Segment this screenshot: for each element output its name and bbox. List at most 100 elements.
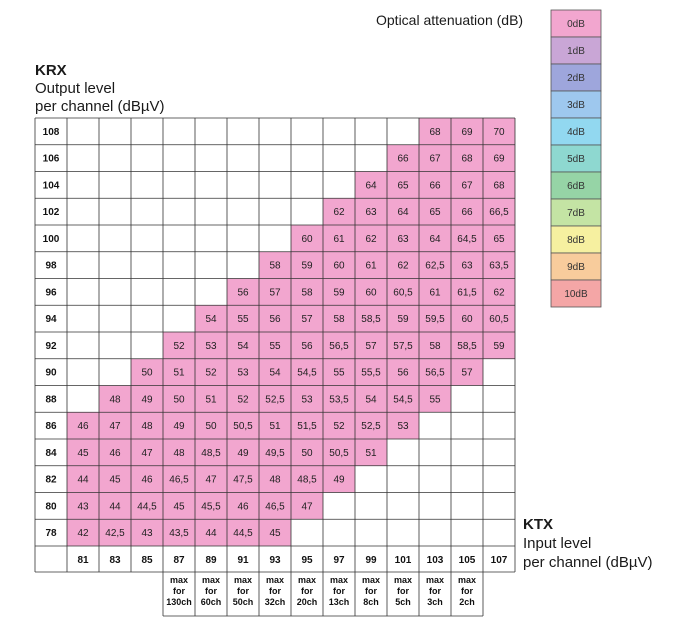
cell-value: 60 [365,287,377,298]
cell-value: 47 [109,421,121,432]
cell-value: 54 [237,341,249,352]
table-cell [227,439,259,466]
table-cell [419,332,451,359]
cell-value: 52 [205,368,217,379]
table-cell [387,278,419,306]
cell-value: 56 [397,368,409,379]
table-cell [387,305,419,332]
table-cell [163,519,195,546]
legend-swatch [550,198,602,227]
table-cell [355,171,387,199]
column-note: for [237,586,249,596]
cell-value: 55 [269,341,281,352]
cell-value: 55 [333,368,345,379]
table-cell [291,465,323,493]
table-cell [291,251,323,279]
table-cell [387,251,419,279]
cell-value: 57 [365,341,377,352]
cell-value: 44 [205,528,217,539]
table-cell [483,171,515,199]
cell-value: 67 [429,154,441,165]
table-cell [291,332,323,359]
y-tick-label: 94 [45,314,57,325]
table-cell [195,385,227,413]
cell-value: 46,5 [265,501,285,512]
legend-label: 8dB [567,235,585,246]
column-note: 50ch [233,597,254,607]
legend-label: 7dB [567,208,585,219]
table-cell [227,492,259,520]
cell-value: 56 [237,287,249,298]
cell-value: 53 [397,421,409,432]
y-tick-label: 104 [43,180,60,191]
table-cell [195,492,227,520]
cell-value: 66 [429,180,441,191]
y-axis-subtitle-line1: Output level [35,80,116,97]
cell-value: 43 [141,528,153,539]
table-cell [323,358,355,386]
table-cell [323,332,355,359]
cell-value: 45,5 [201,501,221,512]
table-cell [355,358,387,386]
table-cell [387,225,419,252]
table-cell [355,278,387,306]
x-tick-label: 89 [205,555,217,566]
cell-value: 43,5 [169,528,189,539]
table-cell [227,278,259,306]
table-cell [131,519,163,546]
table-cell [259,251,291,279]
column-note: max [394,575,412,585]
table-cell [131,358,163,386]
x-tick-label: 101 [395,555,412,566]
grid-lines [34,117,516,617]
table-cell [355,251,387,279]
table-cell [451,278,483,306]
column-note: for [365,586,377,596]
cell-value: 63,5 [489,261,509,272]
cell-value: 58,5 [361,314,381,325]
cell-value: 49 [141,394,153,405]
table-cell [131,412,163,439]
x-axis-title: KTX [523,516,553,533]
cell-value: 56,5 [425,368,445,379]
column-note: max [202,575,220,585]
y-tick-label: 92 [45,341,57,352]
y-axis-subtitle-line2: per channel (dBµV) [35,98,165,115]
cell-value: 64 [397,207,409,218]
cell-value: 65 [429,207,441,218]
cell-value: 46 [109,448,121,459]
cell-value: 56 [301,341,313,352]
cell-value: 66,5 [489,207,509,218]
x-tick-label: 85 [141,555,153,566]
y-tick-label: 80 [45,501,57,512]
cell-value: 57,5 [393,341,413,352]
x-tick-label: 99 [365,555,377,566]
legend-label: 0dB [567,19,585,30]
table-cell [355,439,387,466]
cell-value: 42 [77,528,89,539]
cell-value: 63 [461,261,473,272]
table-cell [195,465,227,493]
column-note: 32ch [265,597,286,607]
cell-value: 48 [141,421,153,432]
table-cell [323,465,355,493]
table-cell [291,225,323,252]
cell-value: 68 [493,180,505,191]
legend-swatch [550,117,602,146]
table-cell [451,358,483,386]
table-cell [291,278,323,306]
table-cell [387,171,419,199]
table-cell [163,385,195,413]
cell-value: 47 [141,448,153,459]
cell-value: 50 [301,448,313,459]
cell-value: 52 [237,394,249,405]
legend-swatch [550,279,602,308]
x-tick-label: 95 [301,555,313,566]
y-tick-label: 82 [45,475,57,486]
table-cell [99,492,131,520]
table-cell [355,332,387,359]
table-cell [323,225,355,252]
cell-value: 62 [365,234,377,245]
table-cell [419,144,451,172]
cell-value: 54 [205,314,217,325]
